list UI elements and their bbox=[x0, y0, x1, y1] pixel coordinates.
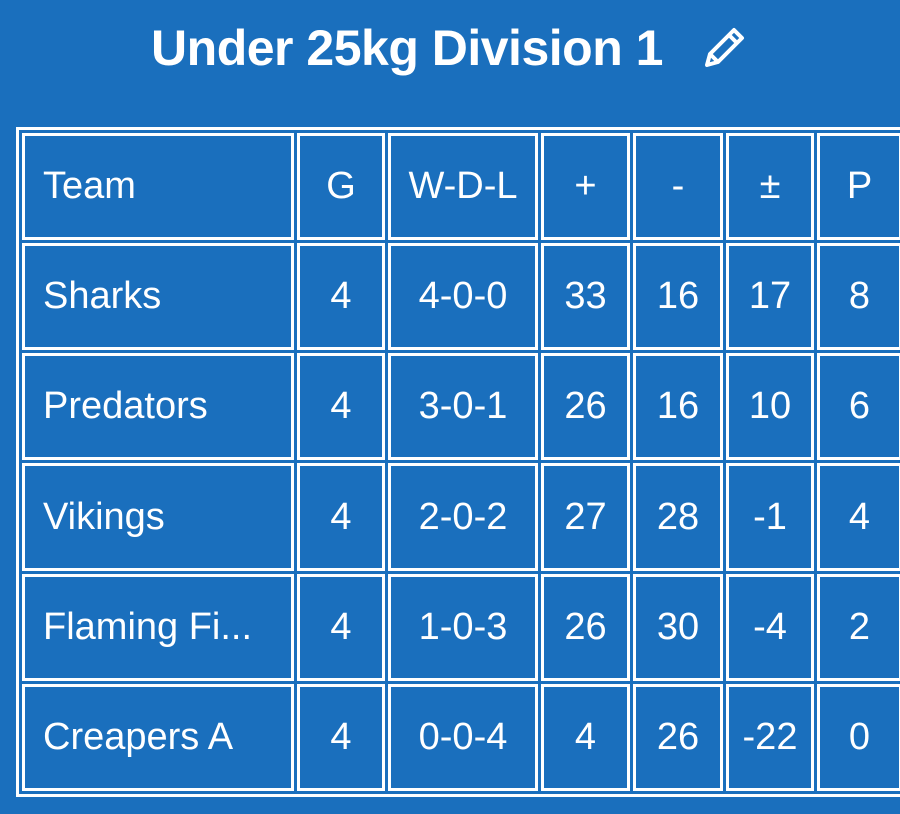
cell: 4 bbox=[297, 243, 385, 351]
column-header: - bbox=[633, 133, 723, 241]
cell: 4 bbox=[297, 353, 385, 461]
column-header: ± bbox=[726, 133, 814, 241]
column-header: G bbox=[297, 133, 385, 241]
column-header: + bbox=[541, 133, 630, 241]
cell: 4 bbox=[297, 683, 385, 791]
team-row: Sharks 4 4-0-0 33 16 17 8 bbox=[22, 243, 900, 351]
cell: 16 bbox=[633, 353, 723, 461]
cell: 33 bbox=[541, 243, 630, 351]
cell: 3-0-1 bbox=[388, 353, 538, 461]
cell: 16 bbox=[633, 243, 723, 351]
team-row: Vikings 4 2-0-2 27 28 -1 4 bbox=[22, 463, 900, 571]
cell: 4-0-0 bbox=[388, 243, 538, 351]
standings-table: Team G W-D-L + - ± P Sharks 4 4-0-0 33 16 17 8 Predato… bbox=[16, 127, 900, 797]
column-header: P bbox=[817, 133, 900, 241]
column-header: W-D-L bbox=[388, 133, 538, 241]
cell: 26 bbox=[541, 573, 630, 681]
cell: 8 bbox=[817, 243, 900, 351]
division-title: Under 25kg Division 1 bbox=[151, 20, 663, 76]
team-row: Flaming Fi... 4 1-0-3 26 30 -4 2 bbox=[22, 573, 900, 681]
cell: 4 bbox=[297, 463, 385, 571]
cell: Flaming Fi... bbox=[22, 573, 294, 681]
cell: 26 bbox=[541, 353, 630, 461]
cell: 4 bbox=[541, 683, 630, 791]
cell: 6 bbox=[817, 353, 900, 461]
edit-button[interactable] bbox=[699, 23, 749, 73]
cell: 1-0-3 bbox=[388, 573, 538, 681]
team-row: Creapers A 4 0-0-4 4 26 -22 0 bbox=[22, 683, 900, 791]
cell: 17 bbox=[726, 243, 814, 351]
header: Under 25kg Division 1 bbox=[0, 10, 900, 86]
team-row: Predators 4 3-0-1 26 16 10 6 bbox=[22, 353, 900, 461]
cell: 27 bbox=[541, 463, 630, 571]
cell: -4 bbox=[726, 573, 814, 681]
cell: 0 bbox=[817, 683, 900, 791]
cell: 4 bbox=[297, 573, 385, 681]
cell: -22 bbox=[726, 683, 814, 791]
cell: -1 bbox=[726, 463, 814, 571]
cell: 28 bbox=[633, 463, 723, 571]
cell: 26 bbox=[633, 683, 723, 791]
cell: Predators bbox=[22, 353, 294, 461]
cell: Creapers A bbox=[22, 683, 294, 791]
cell: Vikings bbox=[22, 463, 294, 571]
column-header: Team bbox=[22, 133, 294, 241]
cell: 0-0-4 bbox=[388, 683, 538, 791]
cell: 30 bbox=[633, 573, 723, 681]
header-row: Team G W-D-L + - ± P bbox=[22, 133, 900, 241]
cell: 2 bbox=[817, 573, 900, 681]
cell: Sharks bbox=[22, 243, 294, 351]
cell: 10 bbox=[726, 353, 814, 461]
cell: 4 bbox=[817, 463, 900, 571]
cell: 2-0-2 bbox=[388, 463, 538, 571]
